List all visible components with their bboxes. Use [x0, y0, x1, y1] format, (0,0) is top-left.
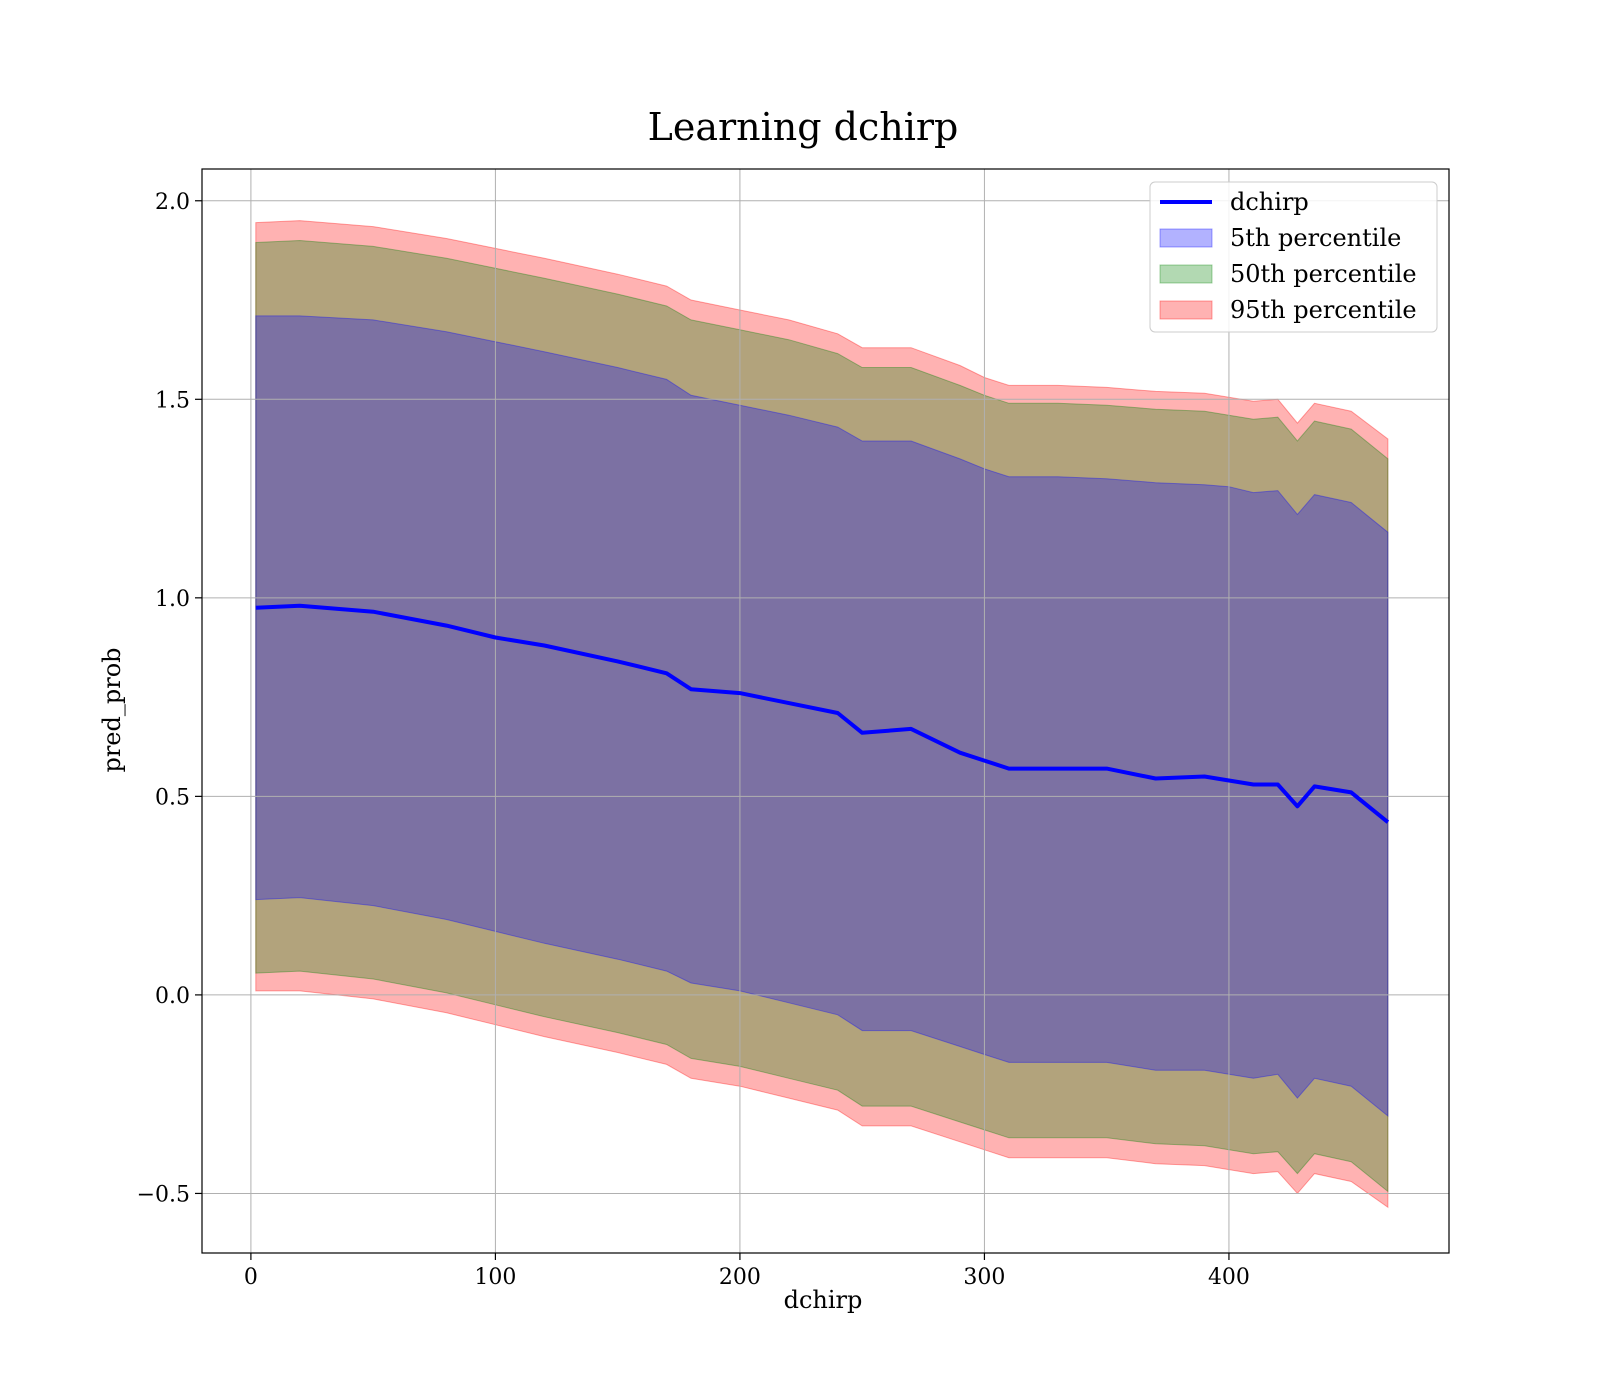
plot-area [201, 168, 1450, 1254]
series-line-dchirp [255, 603, 1390, 824]
legend-label-1: 5th percentile [1230, 224, 1401, 252]
x-tick-label-2: 200 [719, 1265, 761, 1290]
y-tick-label-0: −0.5 [137, 1182, 190, 1207]
y-tick-label-2: 0.5 [155, 785, 190, 810]
y-tick-label-3: 1.0 [155, 587, 190, 612]
y-tick-label-1: 0.0 [155, 984, 190, 1009]
legend-label-3: 95th percentile [1230, 296, 1417, 324]
legend-swatch-1 [1159, 228, 1213, 248]
legend: dchirp 5th percentile 50th percentile 95th … [1149, 181, 1438, 333]
y-axis-ticks: −0.5 0.0 0.5 1.0 1.5 2.0 [137, 190, 202, 1207]
legend-label-0: dchirp [1230, 188, 1309, 216]
x-tick-label-3: 300 [963, 1265, 1005, 1290]
y-tick-label-5: 2.0 [155, 190, 190, 215]
series-lines [255, 603, 1390, 824]
x-axis-ticks: 0 100 200 300 400 [244, 1253, 1250, 1290]
band-5th-percentile [255, 315, 1389, 1118]
x-tick-label-0: 0 [244, 1265, 258, 1290]
grid-lines [202, 169, 1449, 1253]
plot-frame [201, 168, 1450, 1254]
legend-box [1149, 181, 1438, 333]
legend-swatch-3 [1159, 300, 1213, 320]
y-tick-label-4: 1.5 [155, 388, 190, 413]
x-axis-label: dchirp [784, 1286, 863, 1314]
x-tick-label-1: 100 [474, 1265, 516, 1290]
percentile-bands [255, 220, 1389, 1209]
legend-swatch-2 [1159, 264, 1213, 284]
band-50th-percentile [255, 239, 1389, 1193]
band-95th-percentile [255, 220, 1389, 1209]
chart-title: Learning dchirp [648, 105, 959, 149]
y-axis-label: pred_prob [98, 647, 126, 772]
legend-label-2: 50th percentile [1230, 260, 1417, 288]
x-tick-label-4: 400 [1208, 1265, 1250, 1290]
